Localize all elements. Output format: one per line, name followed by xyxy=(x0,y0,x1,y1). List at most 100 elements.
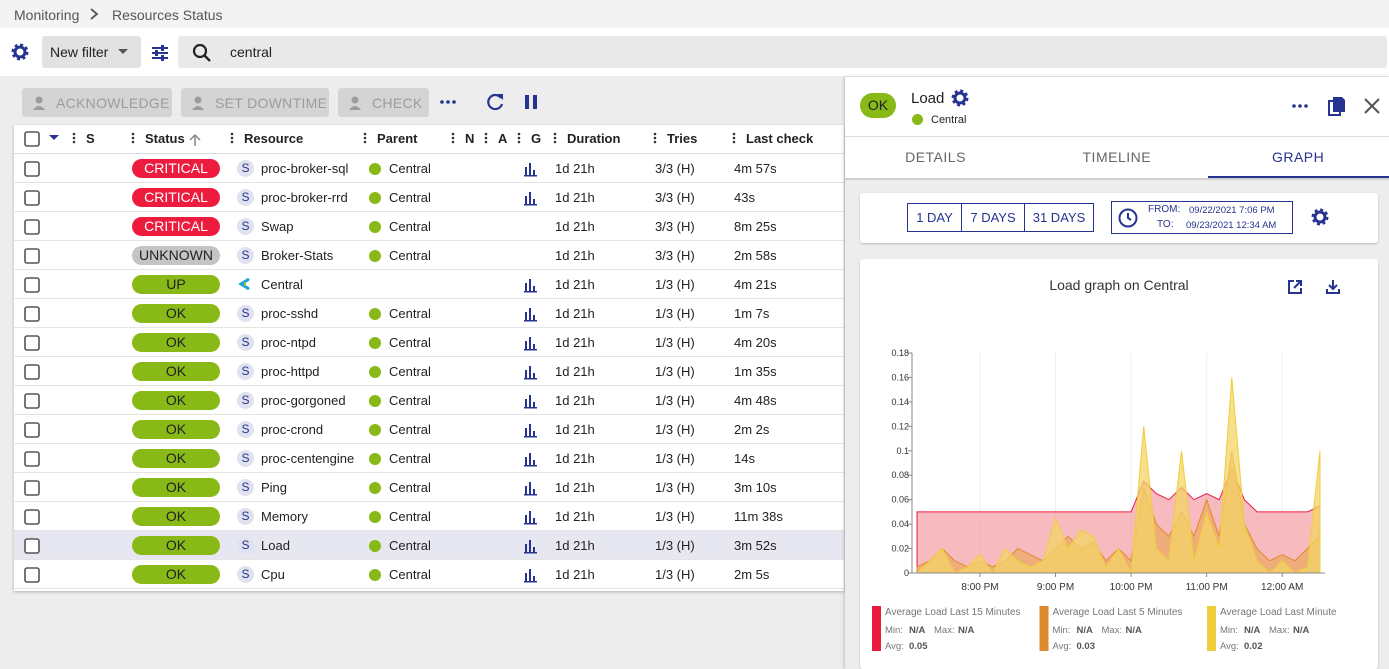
checkbox[interactable] xyxy=(24,480,40,496)
table-row[interactable] xyxy=(14,473,844,502)
graph-icon[interactable] xyxy=(524,278,538,293)
icon-shape xyxy=(525,428,527,437)
column-header[interactable]: Last check xyxy=(746,131,814,146)
icon-shape xyxy=(533,431,535,437)
table-row[interactable] xyxy=(14,502,844,531)
icon-shape xyxy=(1333,97,1345,112)
parent-status-dot xyxy=(369,482,381,494)
resource-name: Ping xyxy=(261,480,288,495)
table-row[interactable] xyxy=(14,415,844,444)
checkbox[interactable] xyxy=(24,364,40,380)
panel-settings[interactable] xyxy=(950,88,970,108)
column-header[interactable]: Resource xyxy=(244,131,304,146)
column-menu[interactable] xyxy=(553,131,557,145)
icon-shape xyxy=(131,136,135,140)
table-row[interactable] xyxy=(14,270,844,299)
column-header[interactable]: S xyxy=(86,131,95,146)
checkbox[interactable] xyxy=(24,248,40,264)
table-row[interactable] xyxy=(14,328,844,357)
checkbox[interactable] xyxy=(24,190,40,206)
column-menu[interactable] xyxy=(732,131,736,145)
checkbox[interactable] xyxy=(24,219,40,235)
table-row[interactable] xyxy=(14,299,844,328)
column-header[interactable]: Status xyxy=(145,131,185,146)
table-row[interactable] xyxy=(14,444,844,473)
sort-menu[interactable] xyxy=(48,134,60,142)
graph-icon[interactable] xyxy=(524,423,538,438)
tab[interactable]: GRAPH xyxy=(1207,137,1389,178)
column-menu[interactable] xyxy=(517,131,521,145)
toolbar-button[interactable]: CHECK xyxy=(338,88,429,117)
panel-more[interactable] xyxy=(1291,101,1309,111)
filter-settings[interactable] xyxy=(10,42,30,62)
graph-icon[interactable] xyxy=(524,307,538,322)
graph-icon[interactable] xyxy=(524,539,538,554)
period-button[interactable]: 31 DAYS xyxy=(1025,203,1094,232)
period-button[interactable]: 7 DAYS xyxy=(962,203,1025,232)
date-range[interactable] xyxy=(1111,201,1293,234)
table-row[interactable] xyxy=(14,357,844,386)
refresh[interactable] xyxy=(485,92,505,112)
table-row[interactable] xyxy=(14,154,844,183)
column-header[interactable]: A xyxy=(498,131,508,146)
graph-icon[interactable] xyxy=(524,394,538,409)
checkbox[interactable] xyxy=(24,335,40,351)
column-menu[interactable] xyxy=(363,131,367,145)
column-header[interactable]: G xyxy=(531,131,542,146)
table-row[interactable] xyxy=(14,560,844,589)
graph-icon[interactable] xyxy=(524,365,538,380)
checkbox[interactable] xyxy=(24,161,40,177)
last-check: 1m 35s xyxy=(734,364,777,379)
checkbox[interactable] xyxy=(24,567,40,583)
checkbox[interactable] xyxy=(24,306,40,322)
graph-icon[interactable] xyxy=(524,452,538,467)
column-header[interactable]: Parent xyxy=(377,131,418,146)
from-date: 09/22/2021 7:06 PM xyxy=(1189,205,1275,216)
column-menu[interactable] xyxy=(484,131,488,145)
toolbar-button[interactable]: SET DOWNTIME xyxy=(181,88,329,117)
graph-icon[interactable] xyxy=(524,481,538,496)
column-menu[interactable] xyxy=(451,131,455,145)
checkbox[interactable] xyxy=(24,538,40,554)
checkbox[interactable] xyxy=(24,509,40,525)
search-box[interactable]: central xyxy=(178,36,1387,68)
tab[interactable]: TIMELINE xyxy=(1082,149,1152,165)
table-row[interactable] xyxy=(14,386,844,415)
column-header[interactable]: Duration xyxy=(567,131,621,146)
column-header[interactable]: Tries xyxy=(667,131,698,146)
checkbox[interactable] xyxy=(24,393,40,409)
column-menu[interactable] xyxy=(230,131,234,145)
graph-icon[interactable] xyxy=(524,510,538,525)
graph-settings[interactable] xyxy=(1310,207,1330,227)
column-menu[interactable] xyxy=(131,131,135,145)
legend-avg: 0.02 xyxy=(1244,641,1263,652)
resource-type: S xyxy=(237,334,254,351)
column-header[interactable]: N xyxy=(465,131,475,146)
copy-link[interactable] xyxy=(1328,96,1346,116)
graph-icon[interactable] xyxy=(524,191,538,206)
open-graph[interactable] xyxy=(1287,279,1303,295)
checkbox[interactable] xyxy=(24,422,40,438)
graph-icon[interactable] xyxy=(524,162,538,177)
table-row[interactable] xyxy=(14,212,844,241)
period-button[interactable]: 1 DAY xyxy=(907,203,962,232)
download-graph[interactable] xyxy=(1325,279,1341,295)
graph-icon[interactable] xyxy=(524,336,538,351)
column-menu[interactable] xyxy=(653,131,657,145)
toolbar-button[interactable]: ACKNOWLEDGE xyxy=(22,88,172,117)
checkbox[interactable] xyxy=(24,451,40,467)
table-row[interactable] xyxy=(14,241,844,270)
search-icon xyxy=(192,43,211,62)
pause[interactable] xyxy=(523,94,539,110)
icon-shape xyxy=(1328,284,1338,291)
parent-name: Central xyxy=(389,161,431,176)
checkbox[interactable] xyxy=(24,277,40,293)
column-menu[interactable] xyxy=(72,131,76,145)
checkbox[interactable] xyxy=(24,131,40,147)
tab[interactable]: DETAILS xyxy=(905,149,966,165)
table-row[interactable] xyxy=(14,183,844,212)
close-panel[interactable] xyxy=(1363,97,1381,115)
filter-adjust[interactable] xyxy=(150,44,170,62)
more-actions[interactable] xyxy=(439,97,457,107)
graph-icon[interactable] xyxy=(524,568,538,583)
